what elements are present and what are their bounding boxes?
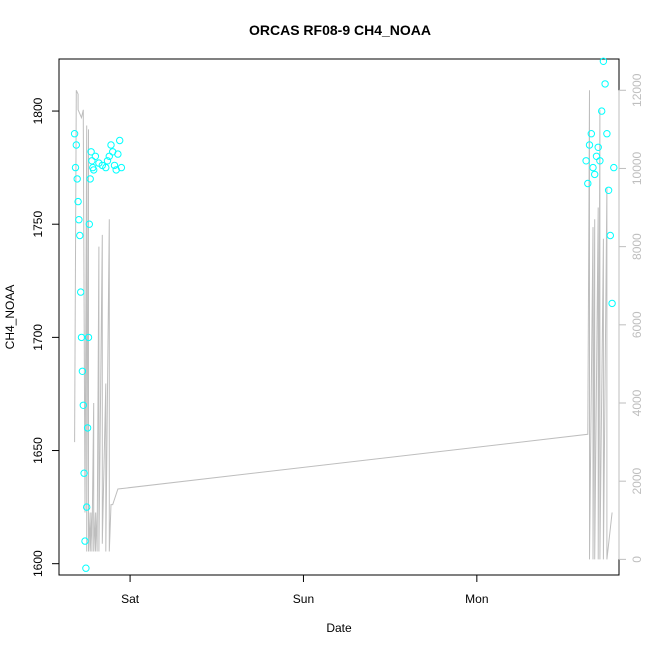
- data-point: [79, 401, 88, 409]
- data-point: [74, 197, 82, 206]
- data-point: [91, 152, 100, 161]
- data-point: [75, 216, 83, 224]
- data-point: [88, 157, 96, 165]
- data-point: [584, 179, 592, 188]
- data-point: [72, 141, 81, 149]
- data-point: [84, 333, 93, 342]
- data-point: [114, 150, 122, 158]
- y2-tick-label: 0: [630, 556, 644, 563]
- data-point: [76, 231, 84, 240]
- data-point: [82, 564, 90, 572]
- data-point: [603, 130, 611, 138]
- data-point: [78, 367, 87, 375]
- data-point: [107, 141, 115, 149]
- data-point: [596, 157, 604, 165]
- data-point: [83, 503, 91, 511]
- data-point: [601, 80, 609, 88]
- y-tick-label: 1700: [31, 324, 45, 351]
- data-point: [73, 175, 81, 183]
- x-tick-label: Mon: [465, 592, 488, 606]
- data-point: [598, 107, 606, 115]
- data-point: [591, 170, 599, 179]
- data-point: [587, 130, 595, 138]
- y2-tick-label: 4000: [630, 389, 644, 416]
- x-tick-label: Sun: [293, 592, 314, 606]
- data-point: [83, 424, 92, 432]
- data-point: [86, 175, 94, 183]
- data-point: [87, 148, 95, 156]
- data-point: [103, 157, 112, 165]
- axes: 1600 1650 1700 1750 1800 0 2000 4000 6000 8000 100…: [31, 73, 644, 606]
- data-point: [610, 163, 618, 172]
- data-point: [589, 163, 597, 172]
- data-point: [582, 157, 590, 165]
- data-point: [117, 163, 126, 172]
- data-point: [604, 186, 613, 195]
- y2-tick-label: 8000: [630, 233, 644, 260]
- y2-tick-label: 2000: [630, 468, 644, 495]
- y-tick-label: 1650: [31, 437, 45, 464]
- data-point: [77, 333, 86, 342]
- data-point: [608, 299, 616, 308]
- data-point: [102, 163, 110, 172]
- data-point: [90, 166, 98, 174]
- data-point: [81, 537, 89, 545]
- data-point: [80, 469, 88, 477]
- y-axis-label: CH4_NOAA: [3, 285, 17, 350]
- x-tick-label: Sat: [121, 592, 140, 606]
- data-point: [594, 143, 602, 152]
- data-point: [85, 220, 94, 228]
- altitude-series: [74, 90, 613, 560]
- y-tick-label: 1600: [31, 550, 45, 577]
- y-tick-label: 1750: [31, 211, 45, 238]
- y2-tick-label: 6000: [630, 311, 644, 338]
- y2-tick-label: 12000: [630, 73, 644, 107]
- data-point: [585, 141, 594, 149]
- data-point: [599, 57, 608, 65]
- ch4-points: [70, 57, 618, 572]
- data-point: [71, 163, 80, 172]
- data-point: [116, 136, 124, 145]
- y2-tick-label: 10000: [630, 151, 644, 185]
- altitude-line: [74, 90, 613, 560]
- data-point: [606, 231, 614, 240]
- data-point: [70, 130, 79, 138]
- x-axis-label: Date: [326, 621, 352, 635]
- y-tick-label: 1800: [31, 97, 45, 124]
- chart-title: ORCAS RF08-9 CH4_NOAA: [249, 22, 431, 38]
- data-point: [77, 288, 85, 296]
- data-point: [110, 161, 119, 170]
